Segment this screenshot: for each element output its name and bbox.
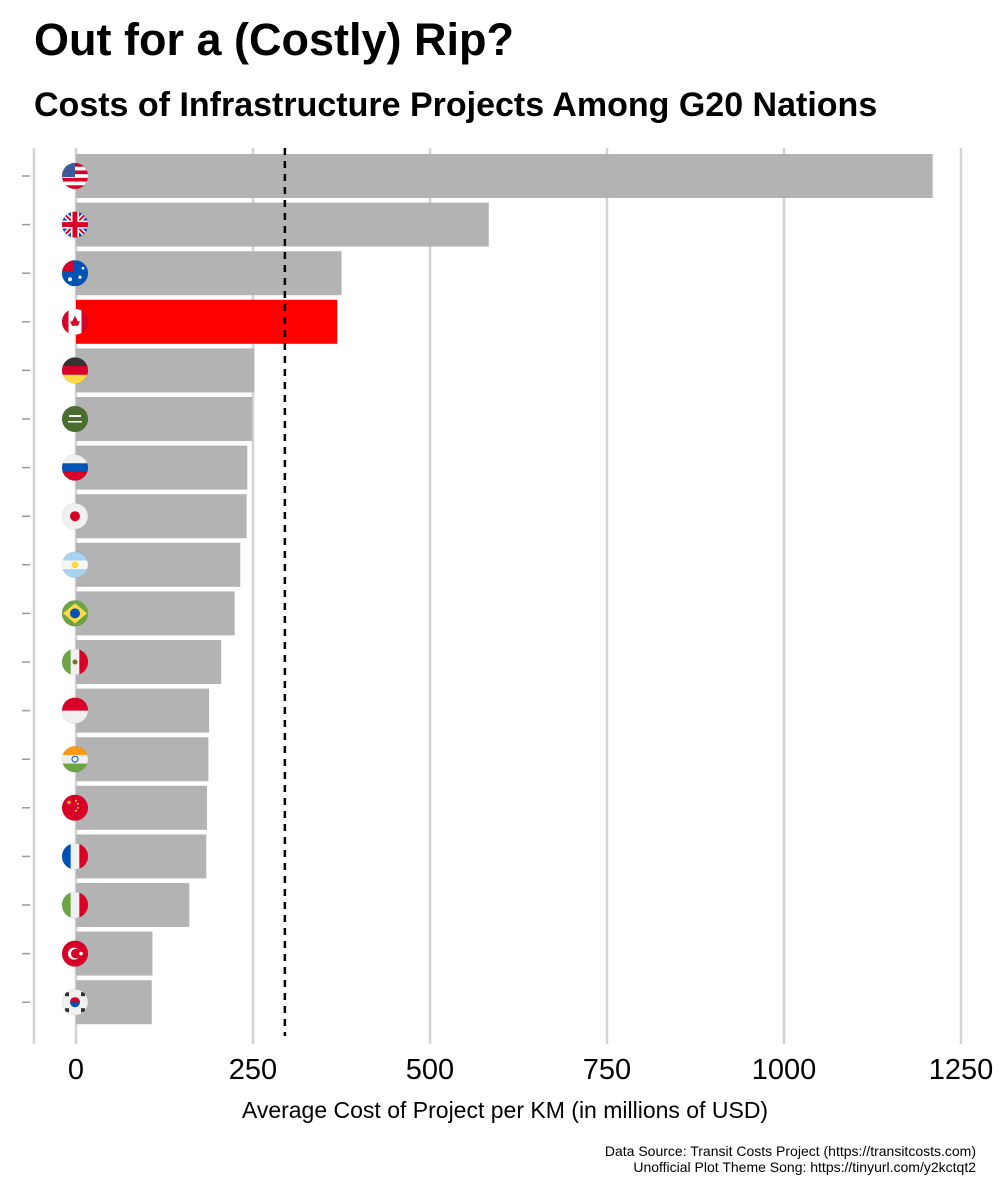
france-flag-icon xyxy=(62,843,88,870)
flag-outline xyxy=(61,891,89,919)
south-korea-flag-icon xyxy=(62,989,88,1016)
data-source-caption: Data Source: Transit Costs Project (http… xyxy=(604,1143,976,1159)
bar xyxy=(76,883,190,927)
argentina-flag-icon xyxy=(62,551,88,578)
flag-outline xyxy=(61,308,89,336)
bar xyxy=(76,202,489,247)
flag-outline xyxy=(61,745,89,773)
flag-outline xyxy=(61,600,89,627)
flag-icons xyxy=(61,162,89,1016)
brazil-flag-icon xyxy=(62,600,88,627)
flag-outline xyxy=(61,502,89,530)
grid-lines xyxy=(32,148,963,1044)
bar xyxy=(76,737,209,782)
germany-flag-icon xyxy=(62,357,88,384)
x-axis: 0 250 500 750 1000 1250 Average Cost of Projec… xyxy=(68,1054,993,1123)
bar xyxy=(76,445,248,490)
flag-outline xyxy=(61,697,89,724)
flag-outline xyxy=(61,648,89,676)
bar-chart: 0 250 500 750 1000 1250 Average Cost of Projec… xyxy=(22,148,993,1123)
flag-outline xyxy=(61,794,89,822)
uk-flag-icon xyxy=(62,211,88,238)
australia-flag-icon xyxy=(62,260,88,287)
bar xyxy=(76,299,338,344)
flag-outline xyxy=(61,162,89,190)
x-tick-label: 1250 xyxy=(929,1054,994,1086)
turkey-flag-icon xyxy=(62,940,88,967)
bar xyxy=(76,251,342,296)
italy-flag-icon xyxy=(62,892,88,918)
russia-flag-icon xyxy=(62,454,88,481)
x-tick-label: 250 xyxy=(229,1054,277,1086)
china-flag-icon xyxy=(62,794,88,821)
bar xyxy=(76,980,152,1025)
bar xyxy=(76,348,255,393)
flag-outline xyxy=(61,843,89,870)
flag-outline xyxy=(61,211,89,239)
japan-flag-icon xyxy=(62,503,88,530)
indonesia-flag-icon xyxy=(62,697,88,724)
bar xyxy=(76,591,235,636)
flag-outline xyxy=(61,551,89,579)
bar xyxy=(76,931,153,976)
x-tick-label: 1000 xyxy=(752,1054,817,1086)
saudi-arabia-flag-icon xyxy=(62,406,88,432)
flag-outline xyxy=(61,356,89,384)
y-axis xyxy=(22,175,30,1003)
theme-song-caption: Unofficial Plot Theme Song: https://tiny… xyxy=(633,1159,976,1175)
flag-outline xyxy=(61,454,89,482)
bar xyxy=(76,640,222,684)
us-flag-icon xyxy=(62,163,88,189)
bar xyxy=(76,154,933,198)
bar xyxy=(76,688,210,733)
x-tick-label: 500 xyxy=(406,1054,454,1086)
flag-outline xyxy=(61,988,89,1016)
x-tick-label: 750 xyxy=(583,1054,631,1086)
bar xyxy=(76,542,241,587)
bar xyxy=(76,494,247,539)
bars xyxy=(76,154,933,1025)
canada-flag-icon xyxy=(62,308,88,335)
mexico-flag-icon xyxy=(62,649,88,675)
bar xyxy=(76,397,253,441)
flag-outline xyxy=(61,405,89,433)
x-tick-label: 0 xyxy=(68,1054,84,1086)
chart-title: Out for a (Costly) Rip? xyxy=(34,14,514,65)
india-flag-icon xyxy=(62,746,88,773)
flag-outline xyxy=(61,259,89,287)
flag-outline xyxy=(61,940,89,967)
bar xyxy=(76,785,207,830)
chart-subtitle: Costs of Infrastructure Projects Among G… xyxy=(34,86,878,124)
x-axis-label: Average Cost of Project per KM (in milli… xyxy=(242,1097,768,1123)
bar xyxy=(76,834,207,879)
